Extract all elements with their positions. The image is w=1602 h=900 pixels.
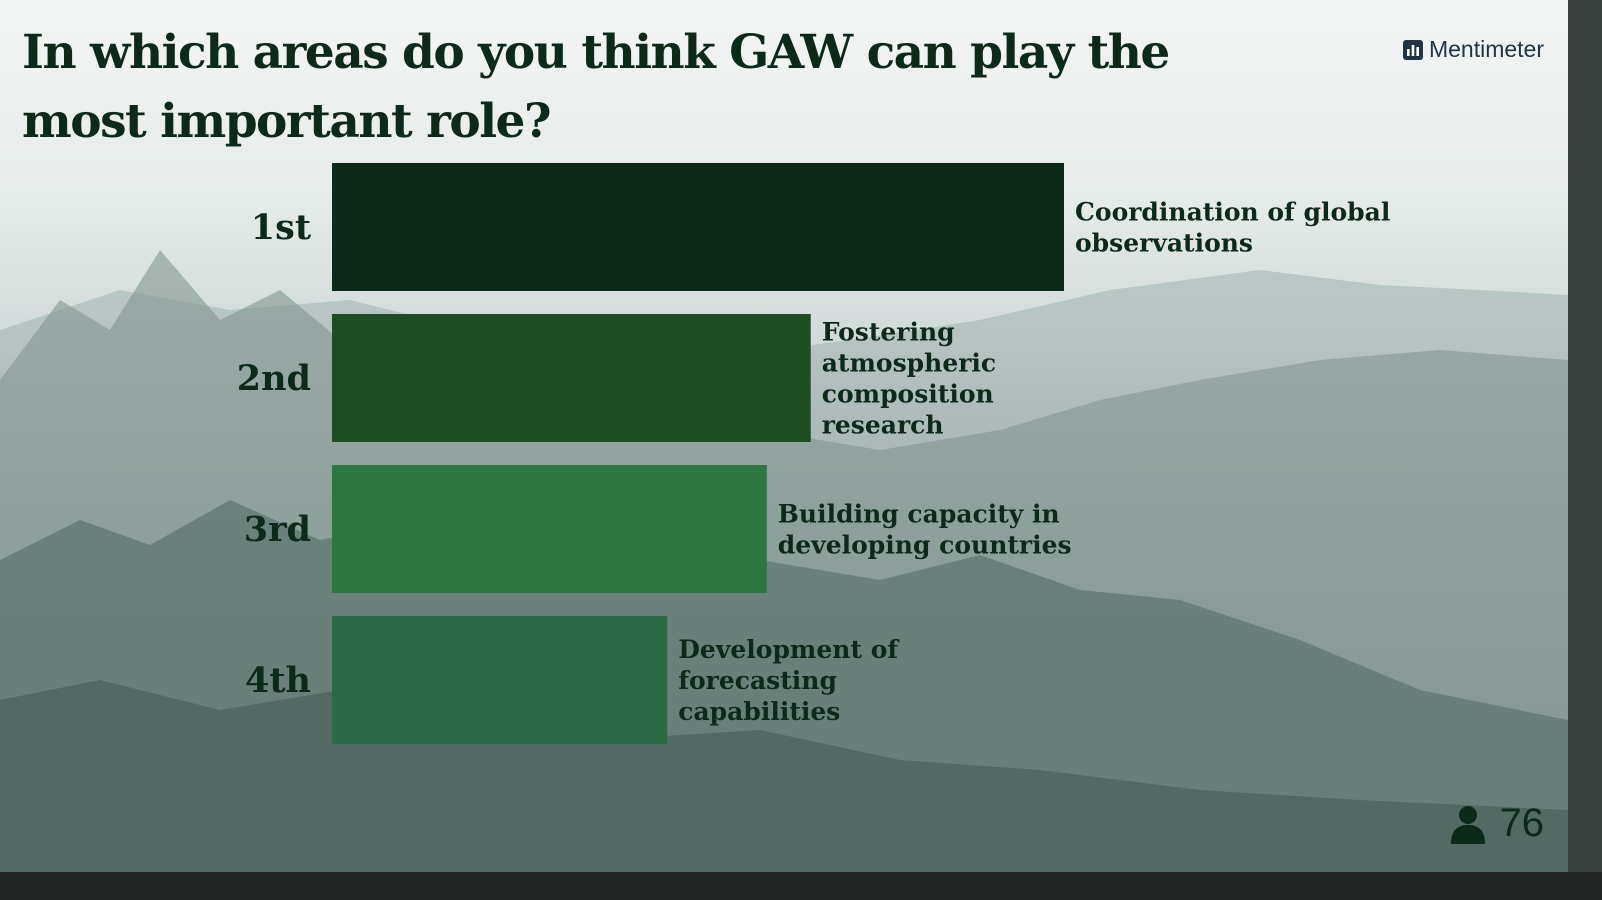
option-label-4: Development of forecasting capabilities <box>678 635 900 726</box>
slide-canvas: In which areas do you think GAW can play… <box>0 0 1568 872</box>
rank-label-2: 2nd <box>237 358 311 399</box>
participants-count: 76 <box>1499 801 1545 845</box>
brand-logo: Mentimeter <box>1402 36 1544 63</box>
person-icon <box>1450 805 1485 844</box>
mentimeter-logo-icon <box>1402 39 1423 60</box>
slide-title: In which areas do you think GAW can play… <box>22 25 1170 149</box>
rank-label-4: 4th <box>245 660 311 701</box>
bar-2 <box>332 314 811 442</box>
option-label-3: Building capacity in developing countries <box>778 500 1072 560</box>
participant-counter: 76 <box>1450 801 1545 846</box>
rank-label-3: 3rd <box>244 509 311 550</box>
brand-name: Mentimeter <box>1428 36 1544 62</box>
option-label-2: Fostering atmospheric composition research <box>822 318 996 440</box>
bar-4 <box>332 616 668 744</box>
window-edge-bottom <box>0 872 1602 900</box>
bar-3 <box>332 465 767 593</box>
bar-1 <box>332 163 1064 291</box>
rank-label-1: 1st <box>251 207 311 248</box>
ranking-bar-chart: 1st Coordination of global observations 2nd… <box>237 163 1390 744</box>
option-label-1: Coordination of global observations <box>1075 198 1390 258</box>
window-edge-right <box>1568 0 1602 900</box>
